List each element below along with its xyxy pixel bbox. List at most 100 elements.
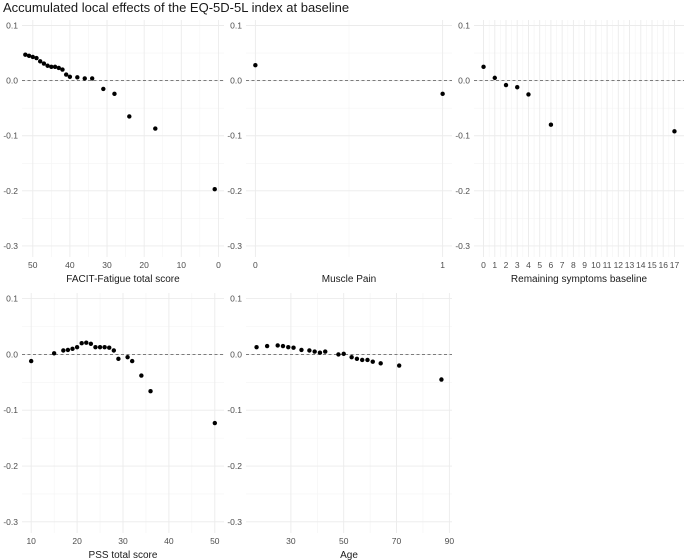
y-tick-label: -0.3: [3, 241, 18, 251]
y-tick-label: 0.0: [230, 349, 242, 359]
data-point: [88, 341, 94, 346]
data-point: [378, 361, 383, 366]
y-tick-label: -0.2: [455, 186, 470, 196]
x-axis-label: FACIT-Fatigue total score: [66, 274, 180, 285]
figure-title: Accumulated local effects of the EQ-5D-5…: [3, 0, 350, 15]
data-point: [253, 62, 258, 68]
x-tick-label: 0: [216, 260, 221, 270]
x-tick-label: 30: [286, 536, 296, 546]
data-point: [28, 358, 34, 364]
data-point: [70, 346, 75, 352]
data-point: [125, 354, 130, 360]
x-tick-label: 3: [515, 260, 520, 270]
data-point: [45, 63, 50, 68]
x-tick-label: 50: [28, 260, 38, 270]
data-point: [112, 91, 117, 97]
y-tick-label: -0.3: [227, 517, 242, 527]
x-tick-label: 0: [253, 260, 258, 270]
x-axis-label: Muscle Pain: [322, 274, 376, 285]
y-tick-label: -0.1: [3, 405, 18, 415]
x-tick-label: 8: [571, 260, 576, 270]
x-tick-label: 1: [492, 260, 497, 270]
x-tick-label: 20: [72, 536, 82, 546]
data-point: [97, 344, 103, 350]
data-point: [23, 52, 28, 57]
y-tick-label: 0.1: [230, 294, 242, 304]
data-point: [129, 358, 135, 364]
x-tick-label: 5: [537, 260, 542, 270]
data-point: [360, 357, 365, 363]
data-point: [286, 344, 291, 350]
data-point: [49, 64, 54, 70]
x-tick-label: 30: [118, 536, 128, 546]
y-tick-label: -0.3: [227, 241, 242, 251]
y-tick-label: 0.0: [6, 349, 18, 359]
data-point: [148, 389, 153, 394]
x-tick-label: 90: [445, 536, 455, 546]
panel-1: 50 40 30 20 10 0 0.1 0.0 -0.1 -0.2 -0.3 FACIT-Fatig…: [3, 20, 224, 285]
x-axis-label: Remaining symptoms baseline: [511, 274, 648, 285]
data-point: [107, 345, 112, 350]
x-tick-label: 16: [658, 260, 668, 270]
y-tick-label: 0.1: [6, 21, 18, 31]
x-tick-label: 10: [26, 536, 36, 546]
data-point: [439, 377, 444, 382]
panel-4: 10 20 30 40 50 0.1 0.0 -0.1 -0.2 -0.3 PSS total sc…: [3, 293, 224, 560]
data-point: [280, 343, 286, 349]
x-tick-label: 4: [526, 260, 531, 270]
data-point: [30, 54, 35, 60]
data-point: [153, 126, 158, 131]
x-tick-label: 0: [481, 260, 486, 270]
data-point: [51, 351, 57, 356]
data-point: [61, 348, 66, 353]
data-point: [307, 348, 312, 353]
data-point: [548, 122, 554, 127]
data-point: [317, 350, 323, 355]
x-tick-label: 2: [504, 260, 509, 270]
data-point: [370, 359, 375, 364]
data-point: [65, 347, 71, 353]
data-point: [365, 357, 370, 363]
y-tick-label: 0.0: [230, 76, 242, 86]
data-point: [212, 187, 217, 192]
data-point: [26, 53, 32, 59]
data-point: [291, 345, 296, 350]
data-point: [323, 349, 328, 354]
data-point: [67, 74, 73, 79]
y-tick-label: -0.1: [3, 131, 18, 141]
data-point: [102, 344, 107, 350]
data-point: [481, 64, 486, 70]
data-point: [127, 114, 132, 119]
data-point: [79, 341, 84, 346]
x-tick-label: 12: [614, 260, 624, 270]
y-tick-label: 0.1: [230, 21, 242, 31]
data-point: [336, 352, 341, 357]
y-tick-label: 0.0: [458, 76, 470, 86]
data-point: [515, 85, 520, 90]
data-point: [312, 349, 317, 354]
y-tick-label: -0.3: [3, 517, 18, 527]
data-point: [349, 354, 354, 360]
data-point: [526, 92, 531, 97]
y-tick-label: -0.1: [227, 131, 242, 141]
panel-5: 30 50 70 90 0.1 0.0 -0.1 -0.2 -0.3 Age: [227, 293, 454, 560]
data-point: [101, 86, 106, 92]
y-tick-label: -0.2: [227, 186, 242, 196]
data-point: [354, 356, 360, 362]
panel-3: 0 1 2 3 4 5 6 7 8 9 10 11 12 13 14 15 16 170.10.0-0.1-0.2…: [455, 20, 684, 285]
data-point: [341, 351, 346, 357]
x-tick-label: 70: [392, 536, 402, 546]
x-tick-label: 9: [582, 260, 587, 270]
x-tick-label: 7: [560, 260, 565, 270]
x-tick-label: 40: [164, 536, 174, 546]
x-axis-label: PSS total score: [89, 550, 158, 560]
y-tick-label: -0.1: [455, 131, 470, 141]
data-point: [89, 76, 95, 81]
data-point: [63, 72, 69, 77]
data-point: [82, 76, 87, 81]
x-tick-label: 13: [625, 260, 635, 270]
y-tick-label: 0.0: [6, 76, 18, 86]
data-point: [254, 344, 259, 350]
data-point: [56, 65, 61, 71]
